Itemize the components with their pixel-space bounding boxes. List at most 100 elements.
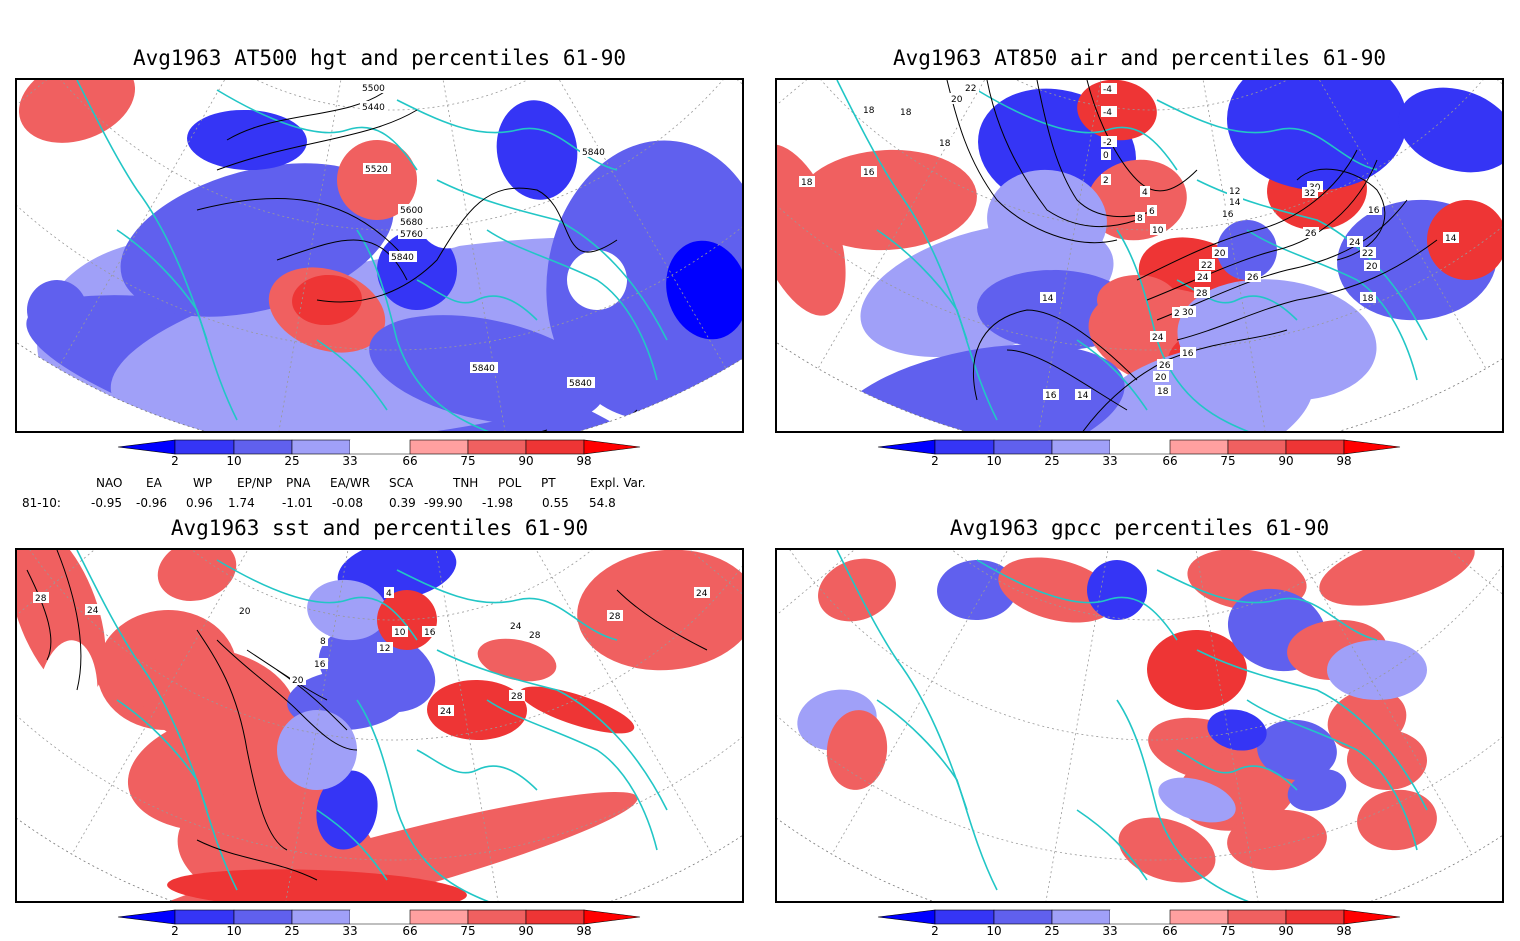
colorbar-label-tr: 10 (986, 454, 1002, 468)
map-svg-bl: 28 24 20 16 20 8 12 16 10 4 28 24 24 28 24 28 (17, 550, 742, 901)
colorbar-label-tl: 2 (171, 454, 179, 468)
contour-line-tr (1136, 149, 1358, 281)
percentile-area-bl (167, 869, 467, 901)
index-value: 0.39 (389, 496, 416, 510)
contour-line-bl (196, 629, 288, 851)
contour-label-box-tl (363, 163, 391, 174)
contour-label-box-tr (1366, 204, 1382, 215)
colorbar-svg-bl (117, 909, 641, 925)
contour-label-box-tr (1302, 187, 1318, 198)
index-value: 54.8 (589, 496, 616, 510)
colorbar-label-br: 90 (1278, 924, 1294, 938)
contour-line-tr (1086, 80, 1198, 192)
contour-label-tr: 14 (1077, 391, 1089, 401)
graticule-tr (1035, 80, 1153, 431)
percentile-area-tr (987, 169, 1107, 271)
percentile-area-tr (1427, 200, 1502, 280)
coastline-bl (396, 569, 618, 641)
contour-label-box-tr (1043, 389, 1059, 400)
index-value: -99.90 (424, 496, 463, 510)
index-value: 1.74 (228, 496, 255, 510)
colorbar-bl: 2 10 25 33 66 75 90 98 (110, 909, 650, 941)
contour-label-tr: 18 (939, 139, 951, 149)
contour-label-box-tr (1443, 232, 1459, 243)
percentile-area-br (1257, 719, 1337, 781)
colorbar-segment-tr (1285, 439, 1345, 455)
percentile-area-br (1147, 629, 1247, 711)
colorbar-segment-bl (467, 909, 527, 925)
contour-label-box-bl (527, 629, 543, 640)
colorbar-segment-br (1285, 909, 1345, 925)
percentile-area-tr (829, 344, 1125, 431)
graticule-bl (17, 550, 742, 741)
panel-title-br: Avg1963 gpcc percentiles 61-90 (949, 516, 1330, 540)
contour-label-tl: 5840 (569, 379, 592, 389)
contour-label-tr: 24 (1197, 273, 1209, 283)
contour-label-box-bl (290, 674, 306, 685)
contour-label-box-tl (580, 146, 608, 157)
contour-label-box-tr (1180, 306, 1196, 317)
percentile-area-bl (577, 550, 742, 671)
percentile-area-tr (1087, 159, 1187, 241)
indices-row-label: 81-10: (22, 496, 61, 510)
percentile-area-br (826, 710, 888, 790)
index-header: EA (146, 476, 162, 490)
colorbar-segment-bl (233, 909, 293, 925)
graticule-tr (817, 80, 1153, 369)
colorbar-segment-bl (409, 909, 469, 925)
percentile-area-tl (337, 140, 417, 220)
contour-label-tl: 5600 (400, 206, 423, 216)
contour-label-tr: 30 (1182, 308, 1194, 318)
coastline-br (1116, 699, 1258, 901)
coastline-br (1156, 569, 1378, 641)
contour-line-bl (216, 639, 358, 751)
panel-title-bl: Avg1963 sst and percentiles 61-90 (170, 516, 589, 540)
contour-label-box-tl (360, 82, 388, 93)
contour-label-tr: 26 (1247, 273, 1259, 283)
contour-label-box-tr (963, 82, 979, 93)
contour-label-box-bl (312, 658, 328, 669)
coastline-bl (116, 699, 238, 891)
graticule-tl (57, 80, 393, 369)
contour-label-box-tr (1140, 186, 1150, 197)
colorbar-label-tl: 90 (518, 454, 534, 468)
contour-label-tr: 26 (1305, 229, 1317, 239)
colorbar-segment-bl (525, 909, 585, 925)
percentile-area-tl (187, 109, 307, 171)
contour-label-tr: 10 (1152, 226, 1164, 236)
percentile-area-bl (307, 579, 387, 641)
colorbar-label-br: 98 (1336, 924, 1352, 938)
contour-label-box-tr (1101, 83, 1117, 94)
contour-label-tr: 12 (1229, 187, 1240, 197)
contour-label-tl: 5500 (362, 84, 385, 94)
graticule-tl (71, 80, 713, 111)
percentile-area-tl (27, 280, 87, 340)
colorbar-label-br: 33 (1102, 924, 1118, 938)
contour-label-box-tr (1150, 331, 1166, 342)
colorbar-segment-tr (877, 439, 936, 455)
colorbar-segment-br (993, 909, 1053, 925)
contour-label-tr: 16 (1045, 391, 1057, 401)
colorbar-svg-tl (117, 439, 641, 455)
contour-label-bl: 4 (386, 589, 392, 599)
contour-line-tl (216, 109, 418, 171)
colorbar-label-tr: 66 (1162, 454, 1178, 468)
map-panel-tr: 22 20 18 18 18 18 16 -4 -4 -2 0 2 4 6 8 10 12 14 16 20 22 24 2… (775, 78, 1504, 433)
contour-label-tr: -2 (1103, 138, 1112, 148)
coastline-br (1196, 649, 1428, 811)
contour-label-tr: 28 (1174, 309, 1186, 319)
index-header: PNA (286, 476, 311, 490)
colorbar-segment-tl (117, 439, 176, 455)
coastline-tr (976, 89, 1178, 171)
contour-label-box-tr (1147, 205, 1157, 216)
coastline-bl (486, 699, 658, 851)
map-field-tl: 5500 5440 5520 5600 5680 5760 5840 5840 5840 5840 (17, 80, 742, 431)
map-field-br (777, 550, 1502, 901)
index-header: POL (498, 476, 522, 490)
colorbar-label-tl: 33 (342, 454, 358, 468)
coastline-tr (876, 229, 998, 421)
colorbar-segment-tl (467, 439, 527, 455)
contour-label-bl: 24 (510, 622, 522, 632)
colorbar-label-tr: 25 (1044, 454, 1060, 468)
